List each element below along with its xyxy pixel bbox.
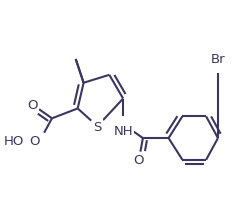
- Text: S: S: [93, 120, 102, 133]
- Text: O: O: [134, 153, 144, 166]
- Text: O: O: [27, 98, 38, 111]
- Text: O: O: [30, 134, 40, 147]
- Text: NH: NH: [113, 125, 133, 138]
- Text: Br: Br: [211, 53, 225, 66]
- Text: HO: HO: [4, 134, 24, 147]
